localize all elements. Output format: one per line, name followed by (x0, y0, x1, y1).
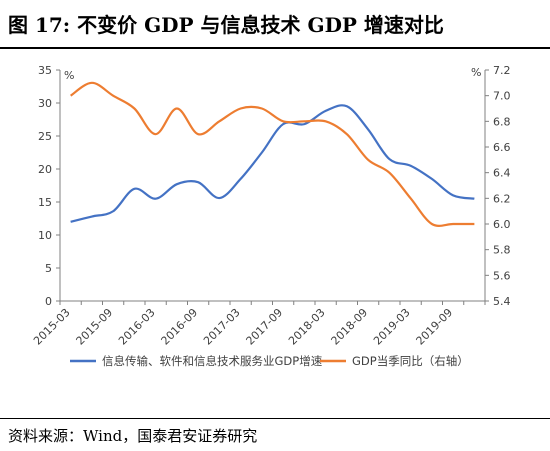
right-y-tick-label: 6.4 (493, 167, 511, 180)
figure-header: 图 17: 不变价 GDP 与信息技术 GDP 增速对比 (0, 0, 550, 46)
right-y-tick-label: 5.8 (493, 244, 511, 257)
left-y-tick-label: 30 (38, 97, 52, 110)
left-y-tick-label: 10 (38, 229, 52, 242)
line-chart: 0 5 10 15 20 25 30 35 5.4 5.6 5.8 6.0 6.2 6.4 6.6 6.8 7.… (31, 64, 510, 368)
x-tick-label: 2019-03 (371, 306, 413, 348)
left-y-tick-label: 15 (38, 196, 52, 209)
right-y-tick-label: 5.4 (493, 295, 511, 308)
x-tick-label: 2015-09 (74, 306, 116, 348)
right-y-unit-label: % (471, 66, 481, 79)
footer-rule (0, 418, 550, 419)
x-tick-label: 2017-03 (201, 306, 243, 348)
left-y-tick-label: 35 (38, 64, 52, 77)
right-y-tick-label: 7.2 (493, 64, 511, 77)
series-line-gdp (69, 81, 475, 227)
figure-title: 图 17: 不变价 GDP 与信息技术 GDP 增速对比 (8, 13, 444, 37)
x-tick-label: 2015-03 (31, 306, 73, 348)
left-y-tick-label: 25 (38, 130, 52, 143)
legend-label: GDP当季同比（右轴） (352, 354, 469, 368)
left-y-tick-label: 0 (45, 295, 52, 308)
x-tick-label: 2016-03 (116, 306, 158, 348)
series-line-it-gdp (70, 104, 475, 223)
right-y-tick-label: 6.8 (493, 115, 511, 128)
x-tick-label: 2018-03 (286, 306, 328, 348)
x-tick-label: 2016-09 (159, 306, 201, 348)
chart-legend: 信息传输、软件和信息技术服务业GDP增速 GDP当季同比（右轴） (70, 354, 469, 368)
left-y-tick-label: 5 (45, 262, 52, 275)
right-y-tick-label: 7.0 (493, 90, 511, 103)
header-rule (0, 47, 550, 49)
chart-plot-area (69, 81, 475, 227)
left-y-tick-label: 20 (38, 163, 52, 176)
x-tick-label: 2017-09 (244, 306, 286, 348)
right-y-tick-label: 6.2 (493, 192, 511, 205)
x-tick-label: 2018-09 (329, 306, 371, 348)
right-y-tick-label: 6.0 (493, 218, 511, 231)
right-y-tick-label: 6.6 (493, 141, 511, 154)
source-note: 资料来源：Wind，国泰君安证券研究 (8, 427, 258, 445)
left-y-unit-label: % (64, 69, 74, 82)
legend-label: 信息传输、软件和信息技术服务业GDP增速 (102, 354, 323, 368)
chart-axes: 0 5 10 15 20 25 30 35 5.4 5.6 5.8 6.0 6.2 6.4 6.6 6.8 7.… (31, 64, 510, 348)
x-tick-label: 2019-09 (414, 306, 456, 348)
right-y-tick-label: 5.6 (493, 269, 511, 282)
